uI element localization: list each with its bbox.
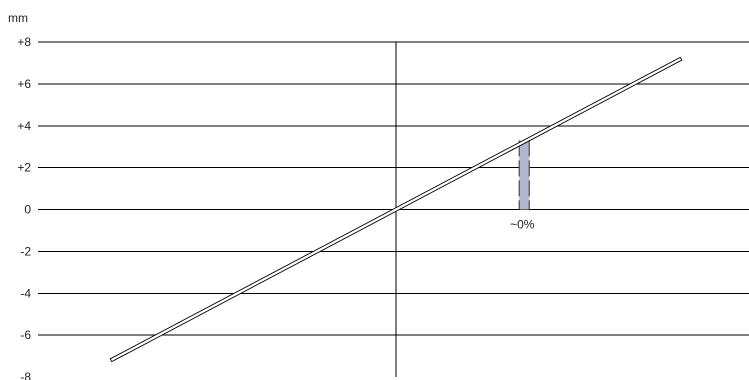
y-tick-label: -6 bbox=[20, 328, 31, 342]
y-tick-label: +2 bbox=[17, 161, 31, 175]
y-tick-label: +8 bbox=[17, 35, 31, 49]
y-tick-label: +6 bbox=[17, 77, 31, 91]
y-tick-label: -8 bbox=[20, 370, 31, 380]
annotation-label: ~0% bbox=[510, 218, 535, 232]
unit-label: mm bbox=[8, 11, 28, 25]
annotation-bar bbox=[519, 140, 530, 210]
annotation-group bbox=[518, 140, 530, 210]
y-tick-labels: +8 +6 +4 +2 0 -2 -4 -6 -8 bbox=[17, 35, 31, 380]
y-tick-label: +4 bbox=[17, 119, 31, 133]
series-line bbox=[109, 56, 683, 363]
y-tick-label: 0 bbox=[24, 203, 31, 217]
series-group bbox=[109, 56, 683, 363]
y-tick-label: -2 bbox=[20, 244, 31, 258]
y-tick-label: -4 bbox=[20, 286, 31, 300]
